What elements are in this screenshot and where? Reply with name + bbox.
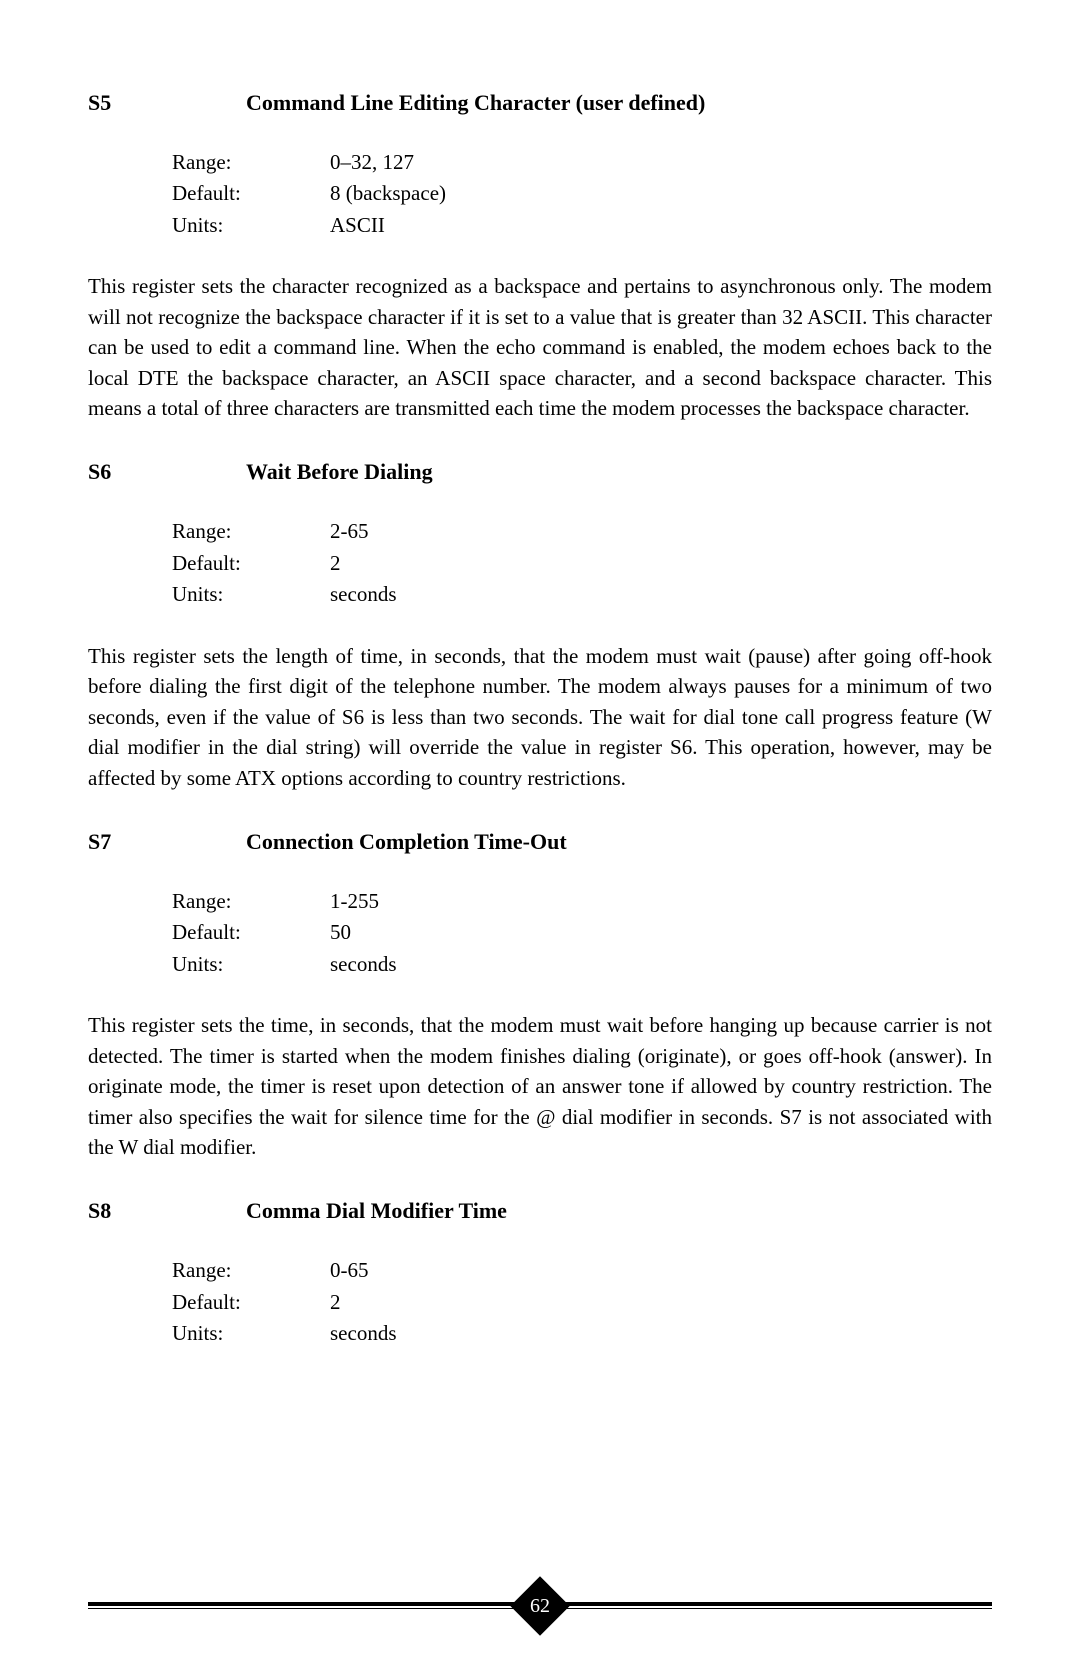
param-label-range: Range: bbox=[172, 1255, 330, 1287]
param-value-range: 2-65 bbox=[330, 516, 992, 548]
param-row-units: Units: seconds bbox=[172, 1318, 992, 1350]
param-value-range: 0-65 bbox=[330, 1255, 992, 1287]
register-title: Comma Dial Modifier Time bbox=[246, 1196, 992, 1227]
param-row-default: Default: 2 bbox=[172, 548, 992, 580]
description-s6: This register sets the length of time, i… bbox=[88, 641, 992, 793]
param-label-default: Default: bbox=[172, 1287, 330, 1319]
param-label-range: Range: bbox=[172, 886, 330, 918]
param-label-default: Default: bbox=[172, 917, 330, 949]
register-id: S5 bbox=[88, 88, 246, 119]
param-label-units: Units: bbox=[172, 949, 330, 981]
page-number-diamond: 62 bbox=[510, 1576, 569, 1635]
param-value-default: 50 bbox=[330, 917, 992, 949]
param-value-units: seconds bbox=[330, 949, 992, 981]
param-label-units: Units: bbox=[172, 210, 330, 242]
param-row-range: Range: 0–32, 127 bbox=[172, 147, 992, 179]
params-s8: Range: 0-65 Default: 2 Units: seconds bbox=[172, 1255, 992, 1350]
param-label-range: Range: bbox=[172, 147, 330, 179]
param-row-range: Range: 2-65 bbox=[172, 516, 992, 548]
param-value-default: 8 (backspace) bbox=[330, 178, 992, 210]
param-label-units: Units: bbox=[172, 579, 330, 611]
section-header-s5: S5 Command Line Editing Character (user … bbox=[88, 88, 992, 119]
page-number: 62 bbox=[530, 1592, 550, 1620]
params-s7: Range: 1-255 Default: 50 Units: seconds bbox=[172, 886, 992, 981]
param-value-units: seconds bbox=[330, 1318, 992, 1350]
param-row-range: Range: 1-255 bbox=[172, 886, 992, 918]
register-id: S6 bbox=[88, 457, 246, 488]
param-row-range: Range: 0-65 bbox=[172, 1255, 992, 1287]
param-row-default: Default: 8 (backspace) bbox=[172, 178, 992, 210]
params-s6: Range: 2-65 Default: 2 Units: seconds bbox=[172, 516, 992, 611]
description-s5: This register sets the character recogni… bbox=[88, 271, 992, 423]
param-label-default: Default: bbox=[172, 178, 330, 210]
section-header-s6: S6 Wait Before Dialing bbox=[88, 457, 992, 488]
register-id: S7 bbox=[88, 827, 246, 858]
page-footer: 62 bbox=[88, 1602, 992, 1609]
description-s7: This register sets the time, in seconds,… bbox=[88, 1010, 992, 1162]
param-row-default: Default: 50 bbox=[172, 917, 992, 949]
param-value-range: 1-255 bbox=[330, 886, 992, 918]
params-s5: Range: 0–32, 127 Default: 8 (backspace) … bbox=[172, 147, 992, 242]
param-label-default: Default: bbox=[172, 548, 330, 580]
param-value-default: 2 bbox=[330, 1287, 992, 1319]
param-row-units: Units: ASCII bbox=[172, 210, 992, 242]
param-row-default: Default: 2 bbox=[172, 1287, 992, 1319]
param-row-units: Units: seconds bbox=[172, 949, 992, 981]
param-value-units: seconds bbox=[330, 579, 992, 611]
section-header-s8: S8 Comma Dial Modifier Time bbox=[88, 1196, 992, 1227]
param-value-units: ASCII bbox=[330, 210, 992, 242]
register-title: Wait Before Dialing bbox=[246, 457, 992, 488]
register-title: Connection Completion Time-Out bbox=[246, 827, 992, 858]
param-row-units: Units: seconds bbox=[172, 579, 992, 611]
param-label-range: Range: bbox=[172, 516, 330, 548]
param-value-default: 2 bbox=[330, 548, 992, 580]
param-label-units: Units: bbox=[172, 1318, 330, 1350]
section-header-s7: S7 Connection Completion Time-Out bbox=[88, 827, 992, 858]
register-title: Command Line Editing Character (user def… bbox=[246, 88, 992, 119]
param-value-range: 0–32, 127 bbox=[330, 147, 992, 179]
register-id: S8 bbox=[88, 1196, 246, 1227]
